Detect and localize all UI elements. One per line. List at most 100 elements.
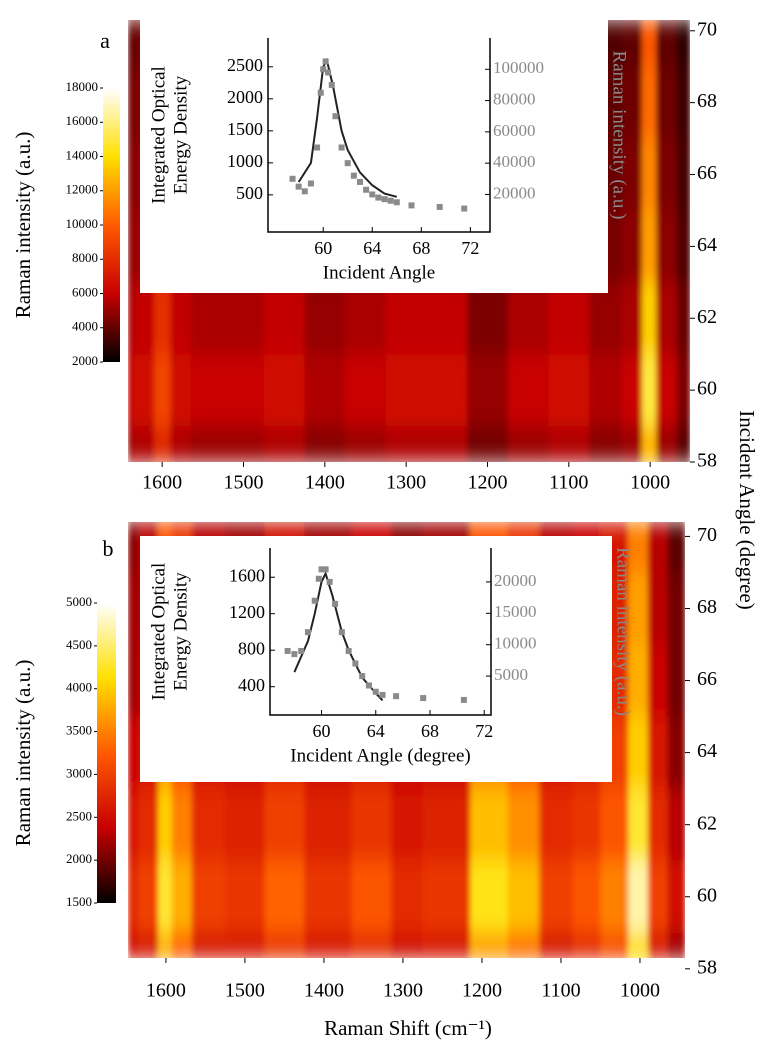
heatmap-cell <box>628 716 649 790</box>
heatmap-cell <box>304 354 346 427</box>
colorbar-tick-label: 4000 <box>72 319 98 334</box>
inset-point <box>344 160 351 167</box>
inset-point <box>365 682 372 689</box>
inset-y-title: Energy Density <box>170 572 191 691</box>
y-axis-title: Incident Angle (degree) <box>735 410 759 609</box>
heatmap-cell <box>628 860 649 934</box>
heatmap-cell <box>647 860 669 934</box>
heatmap-cell <box>190 426 224 462</box>
heatmap-cell <box>158 932 173 958</box>
x-tick-label: 1300 <box>386 472 426 494</box>
heatmap-cell <box>676 354 690 427</box>
heatmap-cell <box>128 20 135 68</box>
heatmap-cell <box>600 788 629 862</box>
inset-x-title: Incident Angle <box>323 262 435 283</box>
heatmap-cell <box>548 282 590 355</box>
heatmap-cell <box>128 522 139 574</box>
heatmap-cell <box>190 354 224 427</box>
inset-point <box>325 69 332 76</box>
heatmap-cell <box>642 66 657 140</box>
heatmap-cell <box>264 860 305 934</box>
heatmap-cell <box>190 282 224 355</box>
colorbar-tick-label: 2000 <box>72 353 98 368</box>
y-tick-label: 64 <box>697 740 717 762</box>
inset-point <box>338 629 345 636</box>
inset-line <box>297 57 398 198</box>
colorbar-tick-label: 8000 <box>72 250 98 265</box>
heatmap-cell <box>133 282 155 355</box>
heatmap-cell <box>128 210 135 283</box>
heatmap-cell <box>223 354 265 427</box>
y-tick-label: 58 <box>697 956 717 978</box>
inset-y-tick-label: 1600 <box>229 565 265 585</box>
y-tick-label: 66 <box>697 668 717 690</box>
inset-point <box>356 178 363 185</box>
inset-point <box>359 673 366 680</box>
inset-frame <box>267 38 491 233</box>
inset-point <box>291 651 298 658</box>
inset-point <box>369 191 376 198</box>
heatmap-cell <box>467 282 509 355</box>
heatmap-cell <box>158 860 173 934</box>
inset-y2-tick-label: 40000 <box>493 152 536 171</box>
heatmap-cell <box>128 932 139 958</box>
heatmap-cell <box>345 354 387 427</box>
heatmap-cell <box>621 354 643 427</box>
heatmap-cell <box>170 354 192 427</box>
colorbar <box>97 603 116 903</box>
inset-y-tick-label: 1500 <box>227 119 263 139</box>
inset-y-tick-label: 1200 <box>229 602 265 622</box>
inset-point <box>301 188 308 195</box>
inset-point <box>298 647 305 654</box>
heatmap-cell <box>656 282 678 355</box>
inset-x-tick-label: 72 <box>461 238 479 258</box>
heatmap-cell <box>676 138 690 212</box>
colorbar-tick-label: 4500 <box>66 637 92 652</box>
heatmap-cell <box>621 426 643 462</box>
heatmap-cell <box>621 20 643 68</box>
heatmap-cell <box>128 716 139 790</box>
inset-point <box>320 66 327 73</box>
heatmap-cell <box>128 860 139 934</box>
y-tick-label: 70 <box>697 524 717 546</box>
heatmap-cell <box>133 426 155 462</box>
inset-x-tick-label: 60 <box>313 721 331 741</box>
heatmap-cell <box>426 354 468 427</box>
heatmap-cell <box>225 788 266 862</box>
inset-x-tick-label: 64 <box>363 238 381 258</box>
inset-box <box>140 536 612 782</box>
x-tick-label: 1500 <box>223 472 263 494</box>
inset-point <box>420 695 427 702</box>
heatmap-cell <box>676 426 690 462</box>
inset-x-tick-label: 68 <box>412 238 430 258</box>
heatmap-cell <box>171 932 193 958</box>
heatmap-cell <box>128 572 139 646</box>
colorbar-tick-label: 10000 <box>66 216 99 231</box>
heatmap-cell <box>647 572 669 646</box>
heatmap-cell <box>507 426 550 462</box>
heatmap-cell <box>589 426 623 462</box>
inset-point <box>350 172 357 179</box>
inset-point <box>345 647 352 654</box>
heatmap-cell <box>642 210 657 283</box>
heatmap-cell <box>304 426 346 462</box>
panel-label: b <box>103 536 114 561</box>
y-tick-label: 60 <box>697 378 717 400</box>
inset-point <box>322 58 329 65</box>
heatmap-cell <box>647 932 669 958</box>
inset-point <box>326 578 333 585</box>
inset-y2-tick-label: 15000 <box>494 602 537 621</box>
inset-point <box>304 629 311 636</box>
y-tick-label: 62 <box>697 306 717 328</box>
colorbar-tick-label: 2500 <box>66 808 92 823</box>
inset-point <box>363 186 370 193</box>
y-tick-label: 60 <box>697 884 717 906</box>
x-tick-label: 1600 <box>146 980 186 1002</box>
heatmap-cell <box>422 788 471 862</box>
heatmap-cell <box>667 716 685 790</box>
x-tick-label: 1500 <box>225 980 265 1002</box>
heatmap-cell <box>647 522 669 574</box>
inset-y2-title: Raman intensity (a.u.) <box>613 547 634 716</box>
heatmap-cell <box>128 788 139 862</box>
heatmap-cell <box>539 788 574 862</box>
